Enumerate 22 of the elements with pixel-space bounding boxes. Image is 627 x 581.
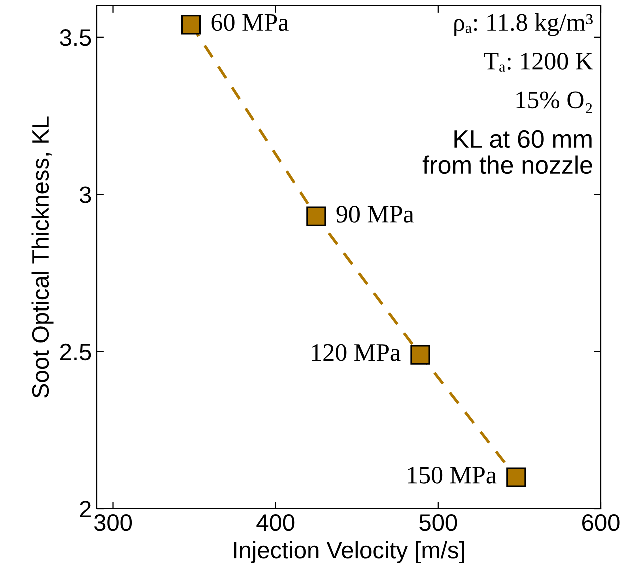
y-tick-label: 2	[80, 501, 91, 518]
y-axis-title: Soot Optical Thickness, KL	[32, 116, 54, 398]
x-tick-label: 600	[582, 514, 620, 532]
annotation: KL at 60 mm from the nozzle	[422, 130, 592, 174]
annotation: 150 MPa	[408, 466, 497, 484]
x-tick-label: 400	[256, 514, 295, 532]
annotation: 15% O₂	[516, 92, 592, 114]
y-tick-label: 3	[80, 186, 92, 204]
annotation: ρₐ: 11.8 kg/m³	[454, 14, 593, 36]
annotation: Tₐ: 1200 K	[484, 53, 594, 72]
x-axis-title: Injection Velocity [m/s]	[234, 541, 464, 564]
point	[181, 15, 202, 35]
annotation: 90 MPa	[336, 206, 414, 223]
point	[506, 468, 526, 488]
annotation: 120 MPa	[312, 344, 401, 362]
x-tick-label: 300	[94, 514, 132, 532]
x-tick-label: 500	[420, 514, 458, 532]
y-tick-label: 2.5	[60, 344, 92, 361]
annotation: 60 MPa	[212, 14, 289, 32]
point	[410, 345, 430, 365]
point	[306, 206, 326, 226]
y-tick-label: 3.5	[60, 30, 92, 46]
